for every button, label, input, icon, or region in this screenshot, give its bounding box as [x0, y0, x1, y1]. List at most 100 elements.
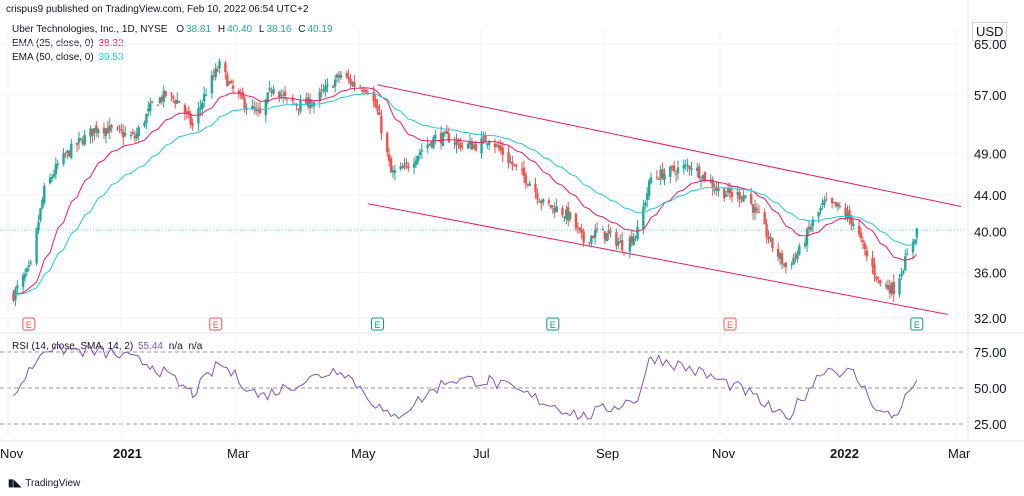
earnings-marker-label: E — [914, 320, 920, 330]
candle-body — [765, 224, 768, 237]
candle-body — [574, 213, 578, 229]
candle-body — [715, 187, 718, 191]
candle-body — [204, 94, 208, 96]
candle-body — [595, 228, 599, 230]
candle-body — [809, 227, 813, 231]
symbol-name: Uber Technologies, Inc., 1D, NYSE — [12, 24, 168, 35]
ema50-legend: EMA (50, close, 0) 39.53 — [12, 52, 124, 63]
candle-body — [253, 106, 256, 109]
ema25-line — [13, 87, 918, 296]
candle-body — [540, 200, 543, 204]
candle-body — [617, 242, 620, 246]
candle-body — [281, 94, 285, 96]
candle-body — [728, 188, 732, 194]
candle-body — [210, 75, 214, 94]
candle-body — [711, 179, 714, 189]
candle-body — [387, 154, 391, 161]
candle-body — [771, 237, 774, 249]
candle-body — [811, 219, 815, 227]
candle-body — [228, 81, 231, 84]
candle-body — [663, 174, 666, 180]
candle-body — [590, 235, 593, 244]
candle-body — [258, 108, 262, 114]
candle-body — [389, 158, 393, 173]
candle-body — [555, 206, 558, 212]
earnings-marker — [371, 317, 385, 331]
earnings-marker — [209, 317, 223, 331]
candle-body — [888, 286, 892, 294]
candle-body — [441, 132, 445, 146]
candle-body — [256, 109, 260, 111]
candle-body — [740, 198, 743, 200]
candle-body — [376, 105, 379, 111]
candle-body — [871, 257, 874, 267]
candle-body — [183, 104, 187, 114]
candle-body — [332, 85, 335, 88]
candle-body — [601, 229, 605, 231]
candle-body — [898, 278, 901, 295]
candle-body — [70, 143, 73, 159]
candle-body — [172, 96, 175, 99]
rsi-legend: RSI (14, close, SMA, 14, 2) 55.44 n/a n/… — [12, 341, 203, 352]
candle-body — [345, 73, 348, 77]
candle-body — [231, 85, 235, 89]
candle-body — [95, 125, 98, 132]
candle-body — [62, 153, 65, 165]
candle-body — [655, 176, 659, 178]
candle-body — [447, 133, 450, 143]
candle-body — [187, 110, 190, 114]
candle-body — [380, 116, 383, 134]
candle-body — [176, 99, 179, 104]
candle-body — [401, 166, 404, 169]
candle-body — [647, 180, 651, 196]
candle-body — [133, 135, 137, 139]
candle-body — [755, 208, 759, 211]
candle-body — [682, 164, 685, 169]
candle-body — [83, 134, 86, 145]
candle-body — [495, 144, 499, 146]
candle-body — [520, 169, 524, 171]
candle-body — [690, 168, 693, 171]
candle-body — [563, 216, 566, 218]
candle-body — [832, 202, 836, 204]
published-caption: crispus9 published on TradingView.com, F… — [6, 4, 309, 15]
candle-body — [488, 142, 491, 145]
candle-body — [649, 177, 653, 183]
currency-label[interactable]: USD — [972, 22, 1008, 41]
candle-body — [158, 97, 162, 103]
candle-body — [135, 133, 138, 139]
candle-body — [270, 90, 273, 93]
candle-body — [66, 150, 69, 153]
candle-body — [900, 273, 903, 277]
candle-body — [349, 78, 352, 85]
candle-body — [790, 264, 793, 266]
candle-body — [251, 105, 254, 110]
candle-body — [297, 108, 300, 110]
candle-body — [592, 235, 595, 239]
candle-body — [884, 284, 888, 287]
candle-body — [726, 188, 730, 193]
candle-body — [143, 122, 146, 127]
candle-body — [351, 82, 354, 87]
candle-body — [553, 207, 556, 213]
candle-body — [636, 226, 639, 240]
candle-body — [459, 142, 462, 149]
candle-body — [534, 183, 537, 193]
tradingview-logo-icon: ▮◣ — [8, 478, 22, 489]
candle-body — [41, 199, 44, 209]
candle-body — [212, 75, 216, 77]
candle-body — [226, 74, 229, 87]
candle-body — [89, 128, 92, 137]
candle-body — [43, 185, 46, 203]
candle-body — [21, 275, 25, 287]
candle-body — [792, 257, 795, 265]
candle-body — [278, 91, 281, 98]
candle-body — [118, 127, 121, 129]
candle-body — [742, 195, 745, 202]
earnings-marker — [910, 317, 924, 331]
candle-body — [468, 141, 472, 145]
price-tick-label: 32.00 — [974, 311, 1007, 326]
candle-body — [160, 96, 163, 102]
candle-body — [37, 222, 40, 230]
